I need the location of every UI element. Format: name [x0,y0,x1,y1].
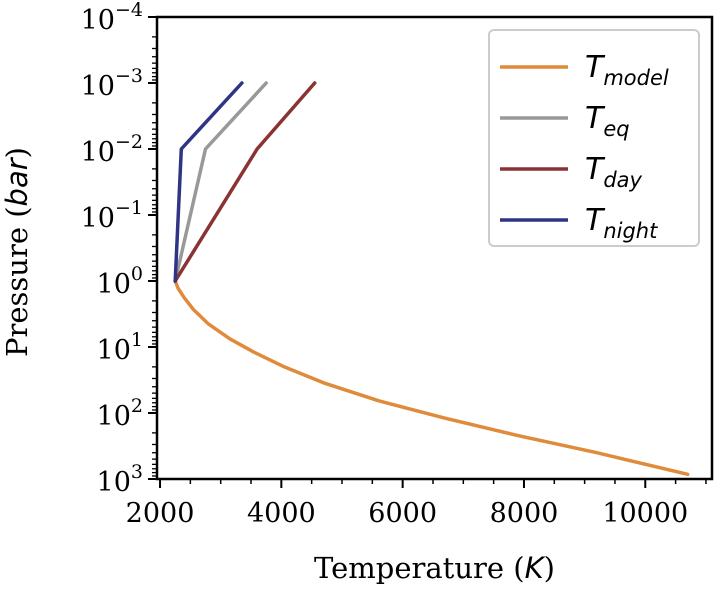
x-tick-label: 2000 [126,498,195,529]
y-axis-unit: bar [0,156,34,206]
series-line-night [173,81,244,283]
x-axis-unit: K [525,551,546,585]
x-axis-label: Temperature [314,551,504,585]
y-axis-title: Pressure (bar) [0,147,34,357]
legend-label-eq: Teq [585,101,630,141]
y-tick-label: 10−1 [81,197,143,234]
legend: Tmodel Teq Tday Tnight [488,29,700,247]
series-layer [173,81,690,477]
y-axis-label: Pressure [0,227,34,357]
x-axis-title: Temperature (K) [314,551,555,585]
y-axis: 10−4 10−3 10−2 10−1 100 101 102 103 [81,0,157,498]
y-tick-label: 10−3 [81,65,143,102]
y-tick-label: 102 [97,395,143,432]
series-line-model [173,279,690,477]
x-tick-label: 4000 [247,498,316,529]
legend-label-model: Tmodel [585,50,669,90]
x-axis: 2000 4000 6000 8000 10000 [126,479,707,529]
x-tick-label: 8000 [490,498,559,529]
legend-box [488,29,700,247]
y-tick-label: 103 [97,461,143,498]
x-tick-label: 10000 [602,498,688,529]
y-tick-label: 10−2 [81,131,143,168]
series-line-eq [173,81,268,283]
y-tick-label: 10−4 [81,0,143,36]
y-tick-label: 100 [97,263,143,300]
x-tick-label: 6000 [368,498,437,529]
legend-label-day: Tday [585,152,643,192]
y-tick-label: 101 [97,329,143,366]
series-line-day [173,81,317,283]
plot-frame [155,15,714,481]
legend-label-night: Tnight [585,203,658,243]
